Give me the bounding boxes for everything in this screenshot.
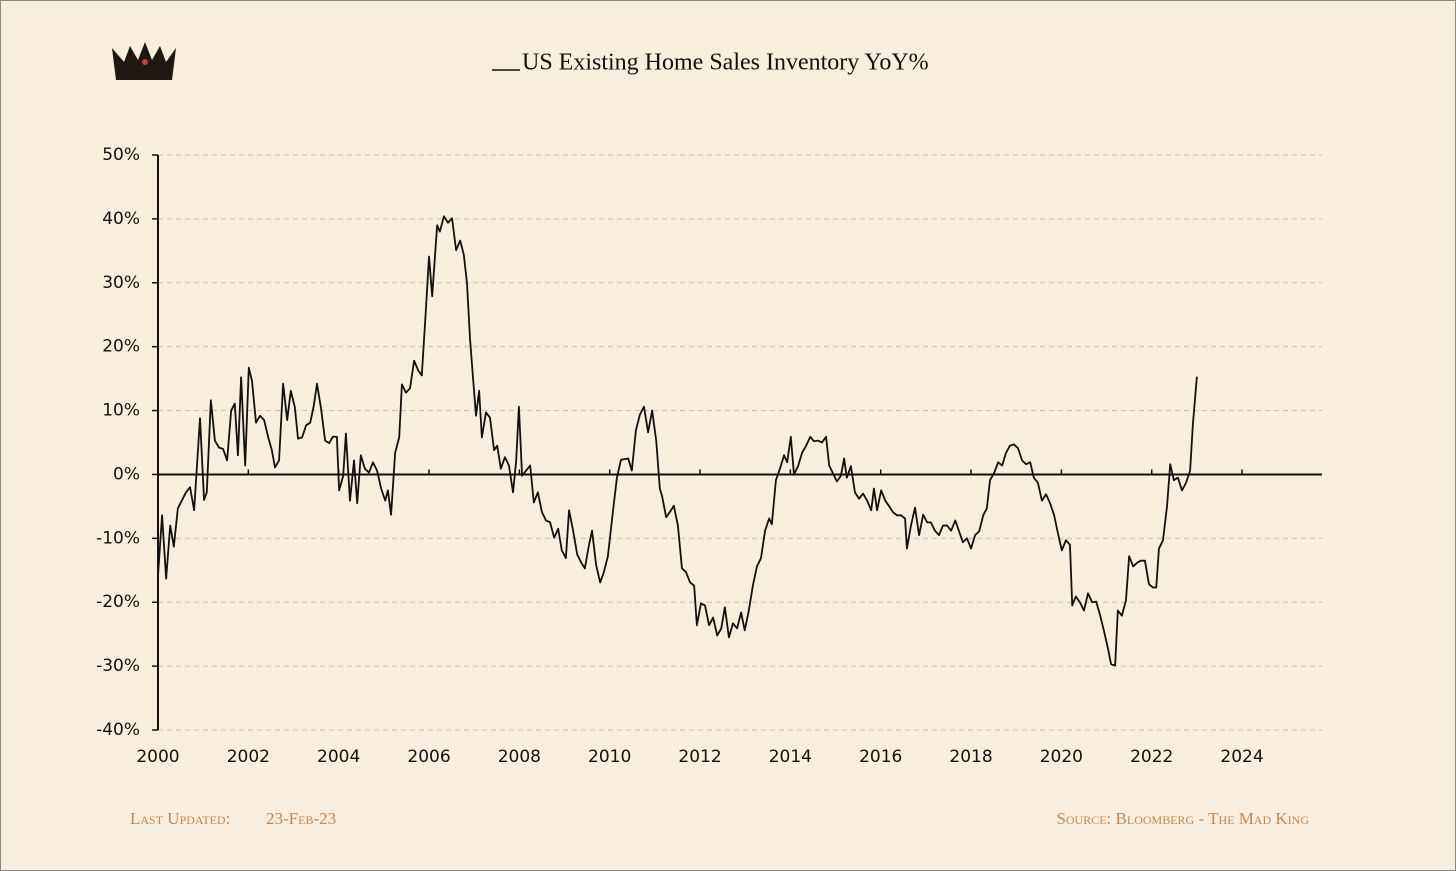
- x-tick-label: 2018: [949, 747, 992, 767]
- x-tick-label: 2002: [227, 747, 270, 767]
- x-tick-label: 2016: [859, 747, 902, 767]
- y-tick-label: -20%: [96, 592, 140, 612]
- x-tick-label: 2004: [317, 747, 360, 767]
- y-tick-label: 10%: [102, 401, 140, 421]
- footer-label: Last Updated:: [130, 809, 230, 828]
- y-tick-label: 20%: [102, 337, 140, 357]
- y-tick-label: 40%: [102, 209, 140, 229]
- x-tick-label: 2008: [498, 747, 541, 767]
- y-tick-label: -30%: [96, 656, 140, 676]
- line-series: [157, 215, 1198, 667]
- x-tick-label: 2006: [407, 747, 450, 767]
- y-tick-label: 30%: [102, 273, 140, 293]
- x-tick-label: 2020: [1040, 747, 1083, 767]
- legend-label: US Existing Home Sales Inventory YoY%: [522, 50, 929, 76]
- x-tick-label: 2010: [588, 747, 631, 767]
- y-tick-label: 50%: [102, 145, 140, 165]
- x-tick-label: 2014: [769, 747, 812, 767]
- y-tick-label: -10%: [96, 528, 140, 548]
- source: Source: Bloomberg - The Mad King: [1056, 809, 1309, 828]
- footer-date: 23-Feb-23: [266, 809, 336, 828]
- crown-logo: [112, 42, 176, 80]
- x-tick-label: 2000: [136, 747, 179, 767]
- y-tick-label: -40%: [96, 720, 140, 740]
- y-tick-label: 0%: [113, 464, 140, 484]
- x-tick-label: 2012: [678, 747, 721, 767]
- x-tick-label: 2024: [1220, 747, 1263, 767]
- x-tick-label: 2022: [1130, 747, 1173, 767]
